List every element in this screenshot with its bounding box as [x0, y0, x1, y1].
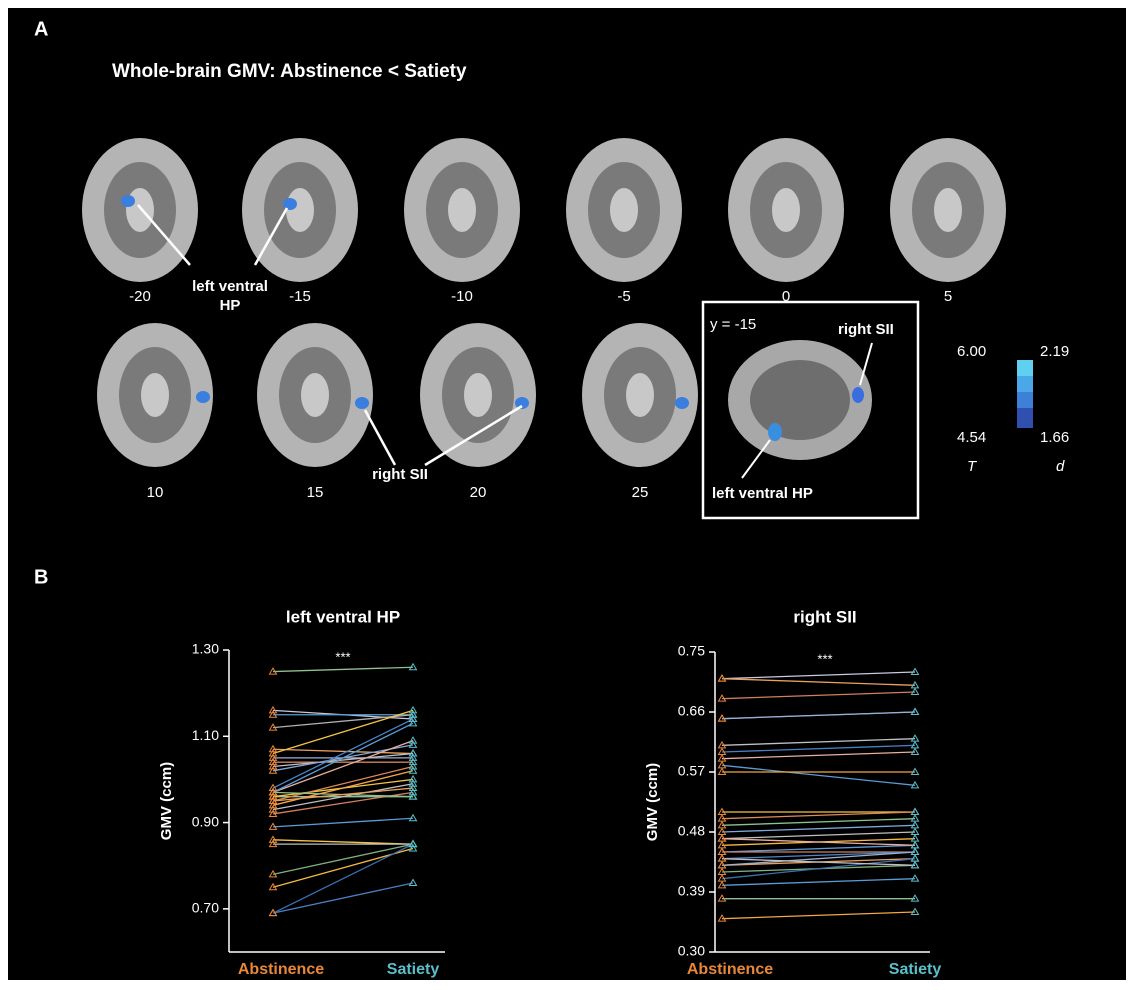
inset-coord: y = -15: [710, 316, 756, 333]
colorbar: [1017, 360, 1033, 376]
brain-core: [301, 373, 329, 417]
colorbar-label: d: [1056, 458, 1065, 475]
hp-label: HP: [220, 297, 241, 314]
y-tick-label: 0.48: [678, 823, 705, 839]
brain-core: [772, 188, 800, 232]
slice-label: 10: [147, 484, 164, 501]
y-axis-label: GMV (ccm): [644, 763, 661, 841]
y-tick-label: 0.90: [192, 813, 219, 829]
blob: [675, 397, 689, 409]
blob: [355, 397, 369, 409]
y-tick-label: 0.75: [678, 643, 705, 659]
slice-label: -5: [617, 288, 630, 305]
annotation: ***: [335, 649, 350, 664]
brain-core: [626, 373, 654, 417]
slice-label: -15: [289, 288, 311, 305]
colorbar-label: 6.00: [957, 343, 986, 360]
x-tick-label: Satiety: [889, 961, 942, 978]
colorbar-label: 2.19: [1040, 343, 1069, 360]
coronal-slice-inner: [750, 360, 850, 440]
brain-core: [448, 188, 476, 232]
colorbar: [1017, 408, 1033, 428]
sii-label: right SII: [372, 466, 428, 483]
brain-core: [141, 373, 169, 417]
figure: A Whole-brain GMV: Abstinence < Satiety …: [0, 0, 1134, 985]
chart-title: right SII: [793, 607, 856, 626]
brain-core: [126, 188, 154, 232]
panel-title: Whole-brain GMV: Abstinence < Satiety: [112, 61, 467, 82]
annotation: ***: [817, 651, 832, 666]
y-tick-label: 0.30: [678, 943, 705, 959]
slice-label: 15: [307, 484, 324, 501]
colorbar-label: 4.54: [957, 429, 986, 446]
blob: [196, 391, 210, 403]
blob: [283, 198, 297, 210]
y-tick-label: 0.39: [678, 883, 705, 899]
panel-label: A: [34, 18, 48, 40]
inset-hp: left ventral HP: [712, 485, 813, 502]
slice-label: 0: [782, 288, 790, 305]
inset-sii: right SII: [838, 321, 894, 338]
hp-label: left ventral: [192, 278, 268, 295]
colorbar-label: 1.66: [1040, 429, 1069, 446]
y-tick-label: 0.57: [678, 763, 705, 779]
x-tick-label: Abstinence: [238, 961, 324, 978]
y-tick-label: 1.10: [192, 727, 219, 743]
y-tick-label: 1.30: [192, 641, 219, 657]
slice-label: 25: [632, 484, 649, 501]
x-tick-label: Satiety: [387, 961, 440, 978]
y-tick-label: 0.66: [678, 703, 705, 719]
slice-label: -20: [129, 288, 151, 305]
slice-label: 5: [944, 288, 952, 305]
slice-label: -10: [451, 288, 473, 305]
y-axis-label: GMV (ccm): [158, 762, 175, 840]
y-tick-label: 0.70: [192, 900, 219, 916]
brain-core: [934, 188, 962, 232]
brain-core: [610, 188, 638, 232]
panel-label: B: [34, 566, 48, 588]
blob: [768, 423, 782, 441]
page: {"panel_a": {"label": "A", "title": "Who…: [0, 0, 1134, 990]
x-tick-label: Abstinence: [687, 961, 773, 978]
brain-core: [464, 373, 492, 417]
colorbar: [1017, 392, 1033, 408]
colorbar: [1017, 376, 1033, 392]
blob: [121, 195, 135, 207]
chart-title: left ventral HP: [286, 607, 400, 626]
blob: [852, 387, 864, 403]
slice-label: 20: [470, 484, 487, 501]
brain-core: [286, 188, 314, 232]
